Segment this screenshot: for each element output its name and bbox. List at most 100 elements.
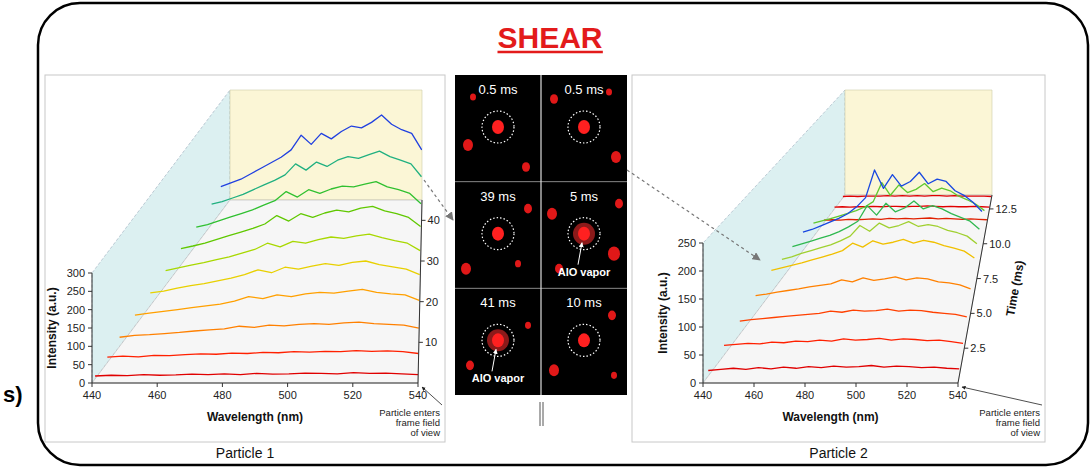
x-tick (907, 383, 908, 387)
y-tick-label: 300 (67, 267, 85, 279)
z-tick (421, 261, 425, 262)
x-tick-label: 540 (409, 389, 427, 401)
spectrum-trace (135, 289, 419, 315)
particle (578, 333, 590, 347)
background-particle (547, 208, 557, 220)
chart-border (632, 75, 1045, 442)
frame-divider (455, 181, 541, 182)
background-particle (611, 151, 621, 163)
annotation-arrow (422, 387, 442, 405)
waterfall-chart: 4404604805005205400501001502002502.55.07… (632, 75, 1045, 442)
slide-title: SHEAR (497, 21, 602, 54)
y-tick (88, 291, 92, 292)
z-tick-label: 20 (426, 296, 438, 308)
background-particle (522, 162, 530, 172)
y-tick-label: 100 (678, 321, 696, 333)
tracking-circle (482, 218, 514, 250)
z-tick-label: 5.0 (977, 307, 992, 319)
x-tick (418, 383, 419, 387)
background-particle (608, 311, 616, 321)
frame-time: 10 ms (566, 295, 602, 310)
y-tick-label: 250 (67, 285, 85, 297)
background-particle (615, 199, 623, 209)
background-particle (611, 372, 617, 379)
x-tick (805, 383, 806, 387)
y-tick (699, 299, 703, 300)
x-tick (222, 383, 223, 387)
slide-frame (38, 3, 1088, 465)
vapor-glow (573, 223, 595, 245)
spectrum-trace (792, 201, 979, 247)
y-tick (699, 243, 703, 244)
x-tick-label: 460 (745, 389, 763, 401)
vapor-label: AlO vapor (558, 266, 611, 278)
vapor-label: AlO vapor (472, 372, 525, 384)
spectrum-trace (724, 338, 963, 345)
particle (492, 120, 504, 134)
z-tick-label: 30 (427, 255, 439, 267)
spectrum-trace (196, 182, 421, 227)
connector-arrow (627, 170, 760, 260)
y-tick (88, 328, 92, 329)
x-tick-label: 500 (278, 389, 296, 401)
tracking-circle (568, 324, 600, 356)
separator-mark (543, 402, 544, 426)
image-panel: 0.5 ms39 ms41 msAlO vapor0.5 ms5 msAlO v… (455, 75, 627, 395)
x-axis-line (703, 383, 958, 384)
waterfall-chart: 4404604805005205400501001502002503001020… (45, 75, 445, 442)
frame-divider (455, 288, 541, 289)
z-tick-label: 10 (425, 336, 437, 348)
y-tick (88, 383, 92, 384)
frame-divider (541, 288, 627, 289)
x-tick-label: 480 (213, 389, 231, 401)
spectrum-trace (803, 170, 982, 232)
tracking-circle (482, 324, 514, 356)
spectrum-trace (120, 322, 419, 337)
y-tick (88, 346, 92, 347)
background-particle (466, 361, 474, 371)
z-tick-label: 10.0 (989, 238, 1010, 250)
particle (492, 333, 504, 347)
frame-time: 0.5 ms (478, 82, 518, 97)
y-tick-label: 100 (67, 340, 85, 352)
z-tick (419, 342, 423, 343)
z-tick (420, 301, 424, 302)
particle (578, 120, 590, 134)
y-axis-title: Intensity (a.u.) (656, 272, 670, 353)
background-particle (525, 322, 531, 329)
annotation-text: of view (1010, 427, 1040, 438)
spectrum-trace (782, 222, 977, 260)
vapor-arrow (578, 243, 582, 265)
particle (578, 227, 590, 241)
y-tick-label: 200 (678, 265, 696, 277)
y-tick (88, 273, 92, 274)
y-tick-label: 250 (678, 237, 696, 249)
z-axis-line (418, 200, 422, 383)
background-particle (549, 364, 559, 376)
y-tick (699, 355, 703, 356)
image-background (455, 75, 627, 395)
x-tick-label: 460 (148, 389, 166, 401)
x-tick-label: 500 (847, 389, 865, 401)
tracking-circle (482, 111, 514, 143)
tracking-circle (568, 218, 600, 250)
y-axis-title: Intensity (a.u.) (45, 287, 59, 368)
spectrum-trace (221, 115, 422, 187)
spectrum-trace (107, 351, 418, 358)
x-tick-label: 540 (949, 389, 967, 401)
spectrum-trace (740, 309, 967, 321)
floor (703, 195, 992, 383)
connector-arrow (424, 180, 453, 220)
z-axis-title: Time (ms) (1003, 259, 1027, 317)
spectrum-trace (756, 277, 971, 296)
separator-mark (540, 402, 541, 426)
background-particle (606, 88, 612, 95)
frame-time: 41 ms (480, 295, 516, 310)
z-tick (977, 278, 981, 279)
x-tick-label: 520 (898, 389, 916, 401)
background-particle (461, 263, 471, 275)
title-underline (497, 51, 602, 54)
x-tick (754, 383, 755, 387)
x-axis-title: Wavelength (nm) (782, 410, 878, 424)
x-tick-label: 440 (83, 389, 101, 401)
